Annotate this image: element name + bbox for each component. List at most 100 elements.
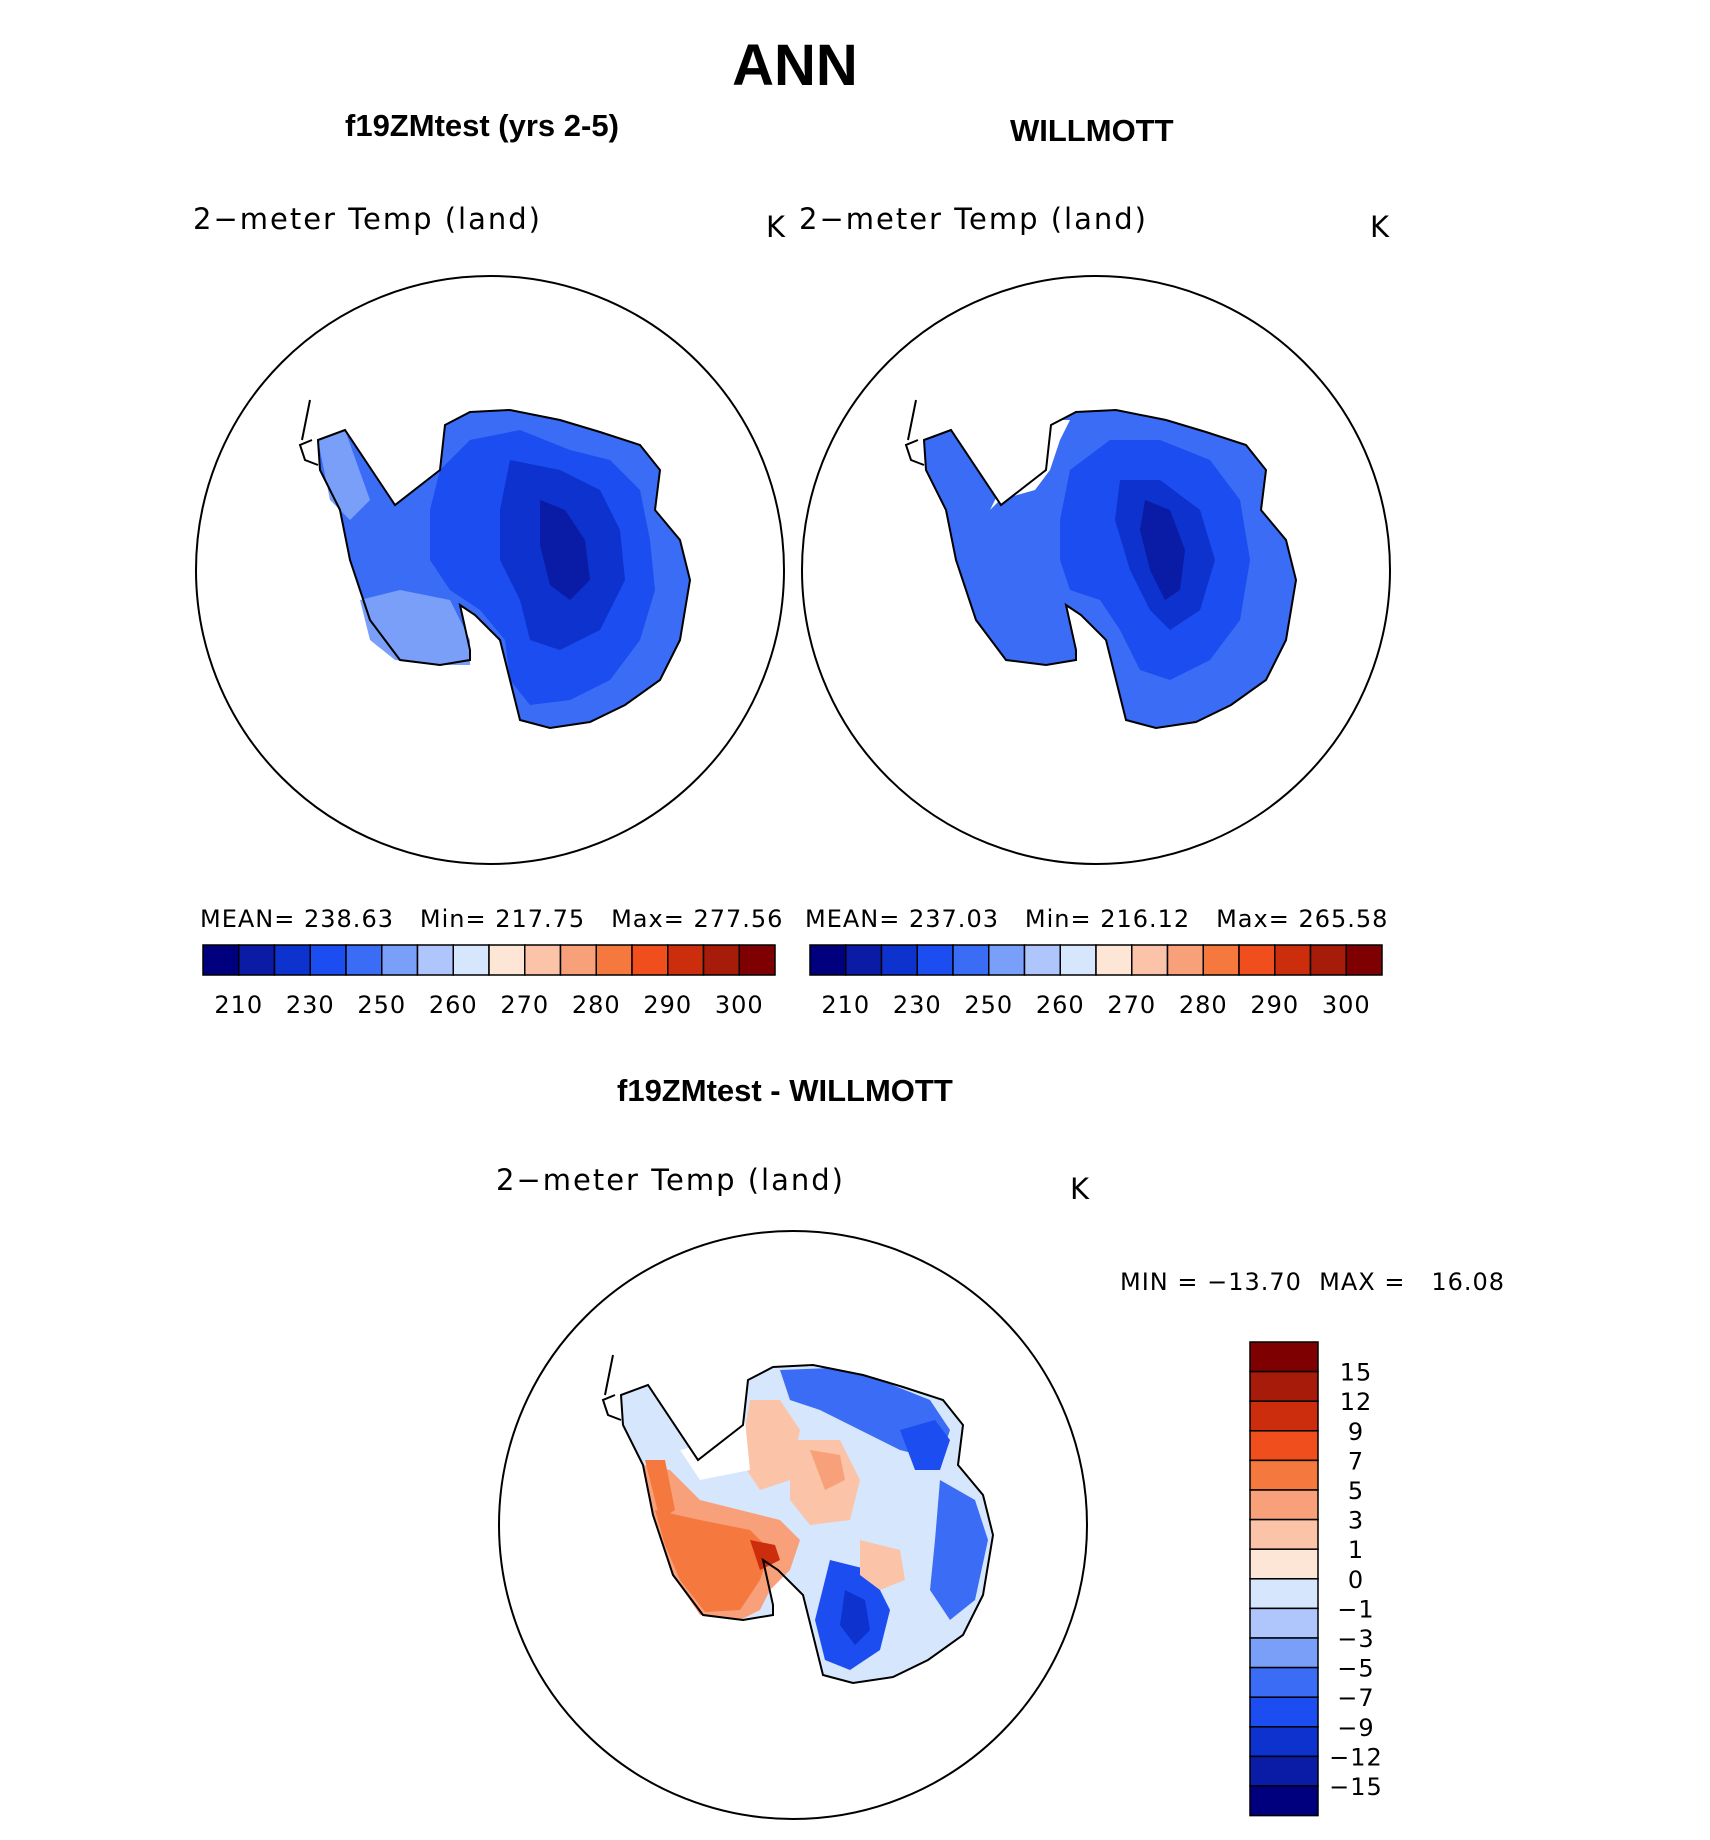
panel1-colorbar-box xyxy=(524,944,562,976)
panel2-colorbar-box xyxy=(1238,944,1276,976)
panel2-stats: MEAN= 237.03 Min= 216.12 Max= 265.58 xyxy=(805,905,1388,933)
diff-colorbar-box xyxy=(1249,1518,1319,1550)
panel1-max-label: Max= xyxy=(611,905,685,933)
diff-colorbar-label: 1 xyxy=(1348,1536,1364,1564)
panel2-colorbar-box xyxy=(809,944,847,976)
diff-colorbar-label: −12 xyxy=(1329,1743,1383,1771)
panel1-colorbar-label: 210 xyxy=(214,991,263,1019)
diff-colorbar-box xyxy=(1249,1696,1319,1728)
diff-colorbar-label: −9 xyxy=(1337,1714,1374,1742)
diff-colorbar-label: −7 xyxy=(1337,1684,1374,1712)
diff-colorbar-label: −5 xyxy=(1337,1655,1374,1683)
panel2-max-value: 265.58 xyxy=(1298,905,1389,933)
panel1-colorbar-box xyxy=(702,944,740,976)
panel1-map xyxy=(195,275,785,865)
panel1-colorbar-label: 270 xyxy=(500,991,549,1019)
panel1-units: K xyxy=(766,210,788,244)
panel1-colorbar-box xyxy=(202,944,240,976)
panel2-colorbar-box xyxy=(952,944,990,976)
panel1-colorbar-box xyxy=(238,944,276,976)
diff-colorbar-box xyxy=(1249,1548,1319,1580)
panel2-mean-value: 237.03 xyxy=(909,905,999,933)
panel2-colorbar-label: 210 xyxy=(821,991,870,1019)
panel1-colorbar-box xyxy=(559,944,597,976)
diff-colorbar-box xyxy=(1249,1400,1319,1432)
panel1-colorbar-box xyxy=(738,944,776,976)
panel1-colorbar-label: 250 xyxy=(357,991,406,1019)
panel2-case-title: WILLMOTT xyxy=(1010,113,1174,148)
diff-colorbar-box xyxy=(1249,1637,1319,1669)
panel1-max-value: 277.56 xyxy=(693,905,784,933)
panel1-colorbar-box xyxy=(631,944,669,976)
diff-colorbar-box xyxy=(1249,1341,1319,1373)
diff-colorbar-label: 7 xyxy=(1348,1447,1364,1475)
panel2-colorbar-box xyxy=(1345,944,1383,976)
panel2-min-label: Min= xyxy=(1024,905,1092,933)
diff-colorbar-box xyxy=(1249,1430,1319,1462)
panel2-antarctica-field xyxy=(924,410,1296,728)
panel2-colorbar: 210 230 250 260 270 280 290 300 xyxy=(809,944,1383,1019)
panel2-colorbar-box xyxy=(1095,944,1133,976)
panel2-colorbar-label: 280 xyxy=(1179,991,1228,1019)
diff-antarctica-field xyxy=(621,1365,993,1683)
panel2-colorbar-box xyxy=(1274,944,1312,976)
panel1-colorbar-label: 290 xyxy=(643,991,692,1019)
diff-colorbar-label: −1 xyxy=(1337,1595,1374,1623)
figure-title: ANN xyxy=(732,33,858,98)
diff-colorbar-label: 5 xyxy=(1348,1477,1364,1505)
diff-colorbar-box xyxy=(1249,1459,1319,1491)
panel1-colorbar: 210 230 250 260 270 280 290 300 xyxy=(202,944,776,1019)
diff-map xyxy=(498,1230,1088,1820)
panel2-max-label: Max= xyxy=(1216,905,1290,933)
diff-colorbar-box xyxy=(1249,1607,1319,1639)
panel1-colorbar-box xyxy=(667,944,705,976)
diff-colorbar-box xyxy=(1249,1785,1319,1817)
panel2-colorbar-box xyxy=(880,944,918,976)
diff-colorbar-box xyxy=(1249,1726,1319,1758)
panel1-colorbar-label: 260 xyxy=(429,991,478,1019)
diff-colorbar-label: −15 xyxy=(1329,1773,1383,1801)
panel1-colorbar-box xyxy=(595,944,633,976)
panel2-colorbar-label: 290 xyxy=(1250,991,1299,1019)
panel2-colorbar-label: 230 xyxy=(893,991,942,1019)
panel1-mean-value: 238.63 xyxy=(304,905,394,933)
diff-colorbar-label: −3 xyxy=(1337,1625,1374,1653)
diff-colorbar-label: 15 xyxy=(1340,1359,1373,1387)
diff-colorbar-box xyxy=(1249,1578,1319,1610)
panel2-min-value: 216.12 xyxy=(1100,905,1191,933)
panel2-colorbar-box xyxy=(1059,944,1097,976)
diff-field-label: 2−meter Temp (land) xyxy=(496,1163,845,1197)
panel1-min-label: Min= xyxy=(419,905,487,933)
diff-colorbar-box xyxy=(1249,1489,1319,1521)
panel2-colorbar-label: 300 xyxy=(1322,991,1371,1019)
panel2-colorbar-label: 260 xyxy=(1036,991,1085,1019)
panel2-colorbar-box xyxy=(988,944,1026,976)
panel2-colorbar-label: 270 xyxy=(1107,991,1156,1019)
panel2-colorbar-box xyxy=(1166,944,1204,976)
panel1-colorbar-box xyxy=(488,944,526,976)
diff-colorbar-label: 0 xyxy=(1348,1566,1364,1594)
panel1-colorbar-label: 280 xyxy=(572,991,621,1019)
panel2-colorbar-box xyxy=(1023,944,1061,976)
panel2-field-label: 2−meter Temp (land) xyxy=(799,202,1148,236)
panel2-coastline xyxy=(922,408,1298,730)
panel2-colorbar-box xyxy=(1131,944,1169,976)
panel1-colorbar-box xyxy=(381,944,419,976)
diff-colorbar-box xyxy=(1249,1666,1319,1698)
panel1-case-title: f19ZMtest (yrs 2-5) xyxy=(345,108,619,143)
panel1-min-value: 217.75 xyxy=(495,905,586,933)
panel2-colorbar-box xyxy=(1309,944,1347,976)
panel1-mean-label: MEAN= xyxy=(200,905,296,933)
diff-colorbar-box xyxy=(1249,1755,1319,1787)
diff-colorbar-label: 9 xyxy=(1348,1418,1364,1446)
panel1-field-label: 2−meter Temp (land) xyxy=(193,202,542,236)
panel1-coastline xyxy=(316,408,692,730)
panel2-mean-label: MEAN= xyxy=(805,905,901,933)
diff-minmax: MIN = −13.70 MAX = 16.08 xyxy=(1120,1268,1506,1296)
panel1-stats: MEAN= 238.63 Min= 217.75 Max= 277.56 xyxy=(200,905,783,933)
panel1-antarctica-field xyxy=(318,410,690,728)
panel1-colorbar-label: 230 xyxy=(286,991,335,1019)
diff-colorbar-box xyxy=(1249,1370,1319,1402)
panel1-colorbar-box xyxy=(309,944,347,976)
